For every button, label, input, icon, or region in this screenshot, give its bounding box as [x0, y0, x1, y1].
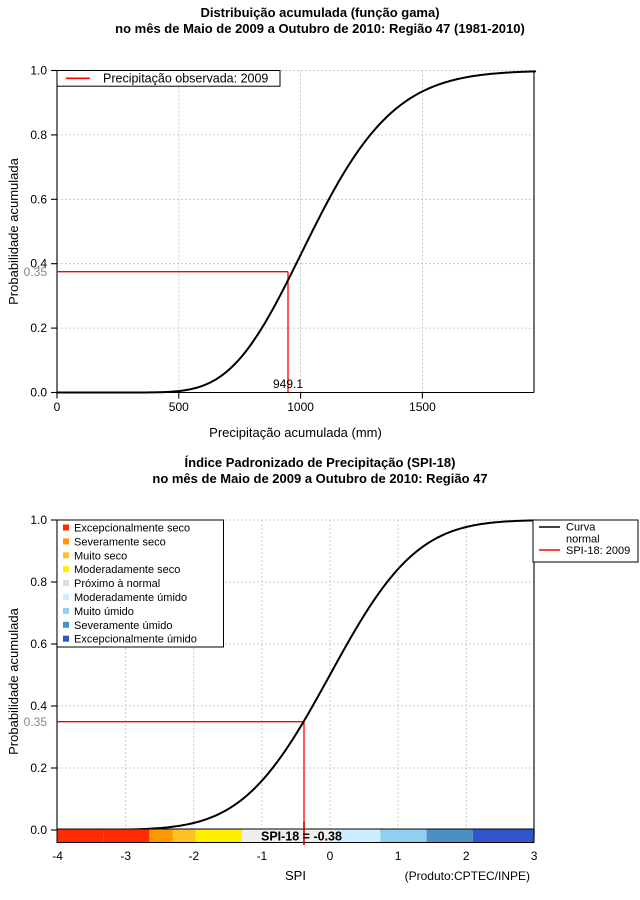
- svg-text:3: 3: [531, 849, 538, 863]
- svg-text:0.4: 0.4: [30, 699, 47, 713]
- svg-text:0: 0: [327, 849, 334, 863]
- svg-text:1.0: 1.0: [30, 64, 47, 78]
- svg-text:0: 0: [54, 400, 61, 414]
- svg-text:Severamente seco: Severamente seco: [74, 536, 166, 548]
- svg-text:SPI: SPI: [285, 868, 306, 883]
- svg-text:-3: -3: [120, 849, 131, 863]
- svg-text:1000: 1000: [287, 400, 314, 414]
- svg-text:1500: 1500: [409, 400, 436, 414]
- svg-text:Precipitação acumulada (mm): Precipitação acumulada (mm): [209, 425, 382, 440]
- svg-text:normal: normal: [566, 534, 600, 546]
- svg-text:Excepcionalmente seco: Excepcionalmente seco: [74, 523, 190, 535]
- svg-text:-2: -2: [188, 849, 199, 863]
- svg-text:1: 1: [395, 849, 402, 863]
- svg-text:no mês de Maio de 2009 a Outub: no mês de Maio de 2009 a Outubro de 2010…: [115, 21, 525, 36]
- svg-text:Curva: Curva: [566, 522, 596, 534]
- svg-text:0.2: 0.2: [30, 761, 47, 775]
- svg-text:0.8: 0.8: [30, 575, 47, 589]
- svg-text:2: 2: [463, 849, 470, 863]
- svg-text:0.8: 0.8: [30, 128, 47, 142]
- svg-text:SPI-18 = -0.38: SPI-18 = -0.38: [261, 830, 342, 844]
- svg-text:Severamente úmido: Severamente úmido: [74, 620, 172, 632]
- svg-text:0.35: 0.35: [24, 715, 48, 729]
- svg-text:0.0: 0.0: [30, 823, 47, 837]
- svg-text:Muito seco: Muito seco: [74, 550, 127, 562]
- svg-text:Muito úmido: Muito úmido: [74, 606, 134, 618]
- svg-text:-4: -4: [52, 849, 63, 863]
- svg-text:Probabilidade acumulada: Probabilidade acumulada: [6, 607, 21, 754]
- svg-text:SPI-18: 2009: SPI-18: 2009: [566, 545, 630, 557]
- svg-text:0.0: 0.0: [30, 386, 47, 400]
- svg-text:0.6: 0.6: [30, 192, 47, 206]
- svg-text:Excepcionalmente úmido: Excepcionalmente úmido: [74, 634, 197, 646]
- svg-text:Moderadamente seco: Moderadamente seco: [74, 564, 180, 576]
- svg-text:-1: -1: [257, 849, 268, 863]
- svg-text:Moderadamente úmido: Moderadamente úmido: [74, 592, 187, 604]
- svg-text:0.6: 0.6: [30, 637, 47, 651]
- svg-text:no mês de Maio de 2009 a Outub: no mês de Maio de 2009 a Outubro de 2010…: [152, 471, 487, 486]
- svg-text:Probabilidade acumulada: Probabilidade acumulada: [6, 157, 21, 304]
- svg-text:0.35: 0.35: [24, 265, 48, 279]
- svg-text:500: 500: [169, 400, 189, 414]
- svg-text:Precipitação observada: 2009: Precipitação observada: 2009: [103, 71, 268, 85]
- svg-text:Índice Padronizado de Precipit: Índice Padronizado de Precipitação (SPI-…: [185, 455, 456, 470]
- svg-text:949.1: 949.1: [273, 377, 303, 391]
- svg-text:0.2: 0.2: [30, 321, 47, 335]
- svg-text:Próximo à normal: Próximo à normal: [74, 578, 160, 590]
- svg-text:(Produto:CPTEC/INPE): (Produto:CPTEC/INPE): [405, 869, 530, 883]
- svg-text:Distribuição acumulada (função: Distribuição acumulada (função gama): [200, 5, 439, 20]
- svg-text:1.0: 1.0: [30, 513, 47, 527]
